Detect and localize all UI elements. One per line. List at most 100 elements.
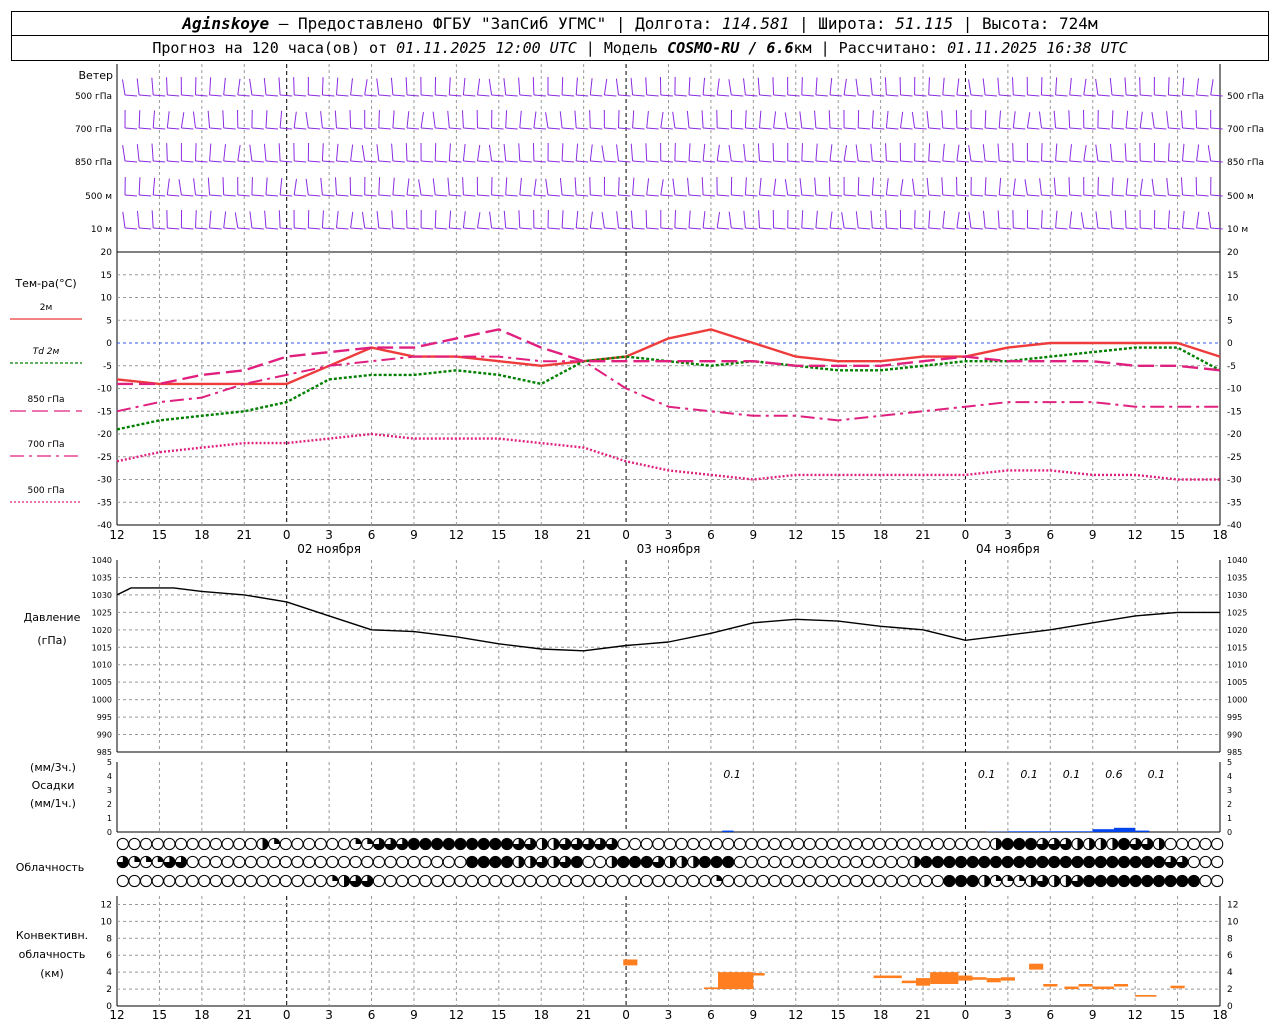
cloud-cover-symbol [233,837,246,851]
cloud-cover-symbol [1199,874,1212,888]
wind-barb [207,110,211,129]
wind-barb [589,78,593,96]
cloud-cover-symbol [396,837,409,851]
wind-barb-shaft [435,127,448,130]
wind-barb [447,110,450,129]
cloud-cover-symbol [361,874,374,888]
wind-barb-shaft [139,94,152,97]
temp-tick-label-right: 15 [1227,271,1238,281]
wind-barb [772,143,775,162]
wind-barb-shaft [223,127,236,130]
wind-barb-shaft [449,94,462,97]
wind-barb-shaft [1210,94,1223,97]
wind-barb [336,77,339,96]
bottom-time-hour-label: 15 [831,1008,846,1022]
wind-barb-shaft [364,94,377,97]
wind-barb [1039,178,1042,196]
temp-tick-label-left: -35 [97,498,112,508]
wind-barb-shaft [463,227,476,230]
wind-barb [928,77,930,96]
wind-barb-shaft [1083,160,1096,163]
wind-barb [674,210,677,229]
wind-barb-shaft [1097,94,1110,97]
wind-barb [759,177,762,196]
wind-barb-shaft [350,160,363,163]
wind-barb-shaft [124,94,138,97]
cloud-cover-symbol [1117,837,1131,851]
wind-barb-shaft [999,94,1012,97]
cloud-cover-symbol [419,874,432,888]
wind-barb [1139,111,1143,129]
cloud-cover-symbol [128,837,141,851]
wind-barb-shaft [265,194,279,197]
wind-barb [928,210,931,229]
wind-barb [630,210,634,229]
wind-barb-shaft [153,227,166,230]
cloud-cover-symbol [1048,855,1061,869]
wind-barb-shaft [1013,227,1026,230]
cloud-cover-symbol [302,837,316,851]
wind-barb [237,78,241,96]
wind-barb-shaft [1154,194,1167,197]
wind-barb-shaft [872,227,885,230]
wind-barb-shaft [1210,127,1223,130]
wind-barb-shaft [237,160,250,163]
wind-barb-shaft [124,194,138,197]
convective-bar [1000,977,1015,981]
wind-barb-shaft [688,160,702,163]
cloud-cover-symbol [465,837,479,851]
convective-bar [1113,984,1129,987]
convective-tick-label-right: 0 [1227,1002,1233,1012]
wind-barb-shaft [576,160,589,163]
cloud-cover-symbol [1211,837,1224,851]
wind-barb-shaft [392,94,405,97]
wind-barb [688,143,691,162]
cloud-cover-symbol [209,837,223,851]
wind-barb [361,211,366,229]
wind-barb [997,77,1000,96]
cloud-cover-symbol [268,874,281,888]
wind-barb [885,210,887,229]
cloud-cover-symbol [1036,837,1049,851]
cloud-cover-symbol [1059,837,1072,851]
wind-barb [390,77,394,96]
wind-barb [152,177,156,196]
wind-barb [361,145,366,162]
cloud-cover-symbol [489,837,502,851]
wind-barb-shaft [435,227,448,230]
wind-barb-shaft [1210,194,1223,197]
wind-barb-shaft [139,194,152,197]
wind-barb-shaft [660,94,673,97]
cloud-cover-symbol [302,874,316,888]
temp-tick-label-left: -20 [97,430,112,440]
wind-barb-shaft [1055,94,1068,97]
wind-level-label-right: 850 гПа [1227,158,1264,168]
pressure-tick-label-right: 1035 [1227,573,1247,582]
wind-barb [982,210,986,229]
wind-barb [391,143,394,162]
wind-barb [1053,110,1057,129]
wind-barb [926,177,930,196]
cloud-cover-symbol [1129,874,1142,888]
wind-barb-shaft [378,160,391,163]
precip-tick-label-right: 5 [1227,758,1232,767]
wind-barb-shaft [801,160,814,163]
wind-barb-shaft [167,227,180,230]
convective-bar [703,987,718,990]
wind-barb-shaft [1140,194,1153,197]
wind-barb [1041,143,1043,162]
cloud-cover-symbol [1048,874,1061,888]
wind-barb [263,78,267,96]
wind-barb-shaft [985,127,998,130]
wind-barb-shaft [491,127,504,130]
convective-unit-label: (км) [40,967,64,980]
wind-barb [843,145,848,162]
wind-barb-shaft [1154,127,1167,130]
wind-barb [350,144,354,162]
convective-tick-label-left: 8 [106,934,112,944]
cloud-cover-symbol [791,837,805,851]
wind-barb [956,211,960,229]
convective-bar [1064,986,1079,990]
wind-barb [758,210,760,229]
